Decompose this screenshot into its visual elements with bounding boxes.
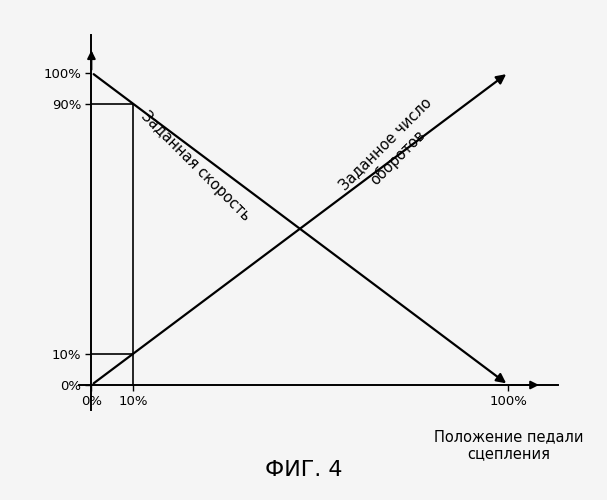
Text: Положение педали
сцепления: Положение педали сцепления (433, 428, 583, 461)
Text: Заданное число
оборотов: Заданное число оборотов (336, 95, 447, 206)
Text: ФИГ. 4: ФИГ. 4 (265, 460, 342, 480)
Text: Заданная скорость: Заданная скорость (138, 108, 253, 224)
